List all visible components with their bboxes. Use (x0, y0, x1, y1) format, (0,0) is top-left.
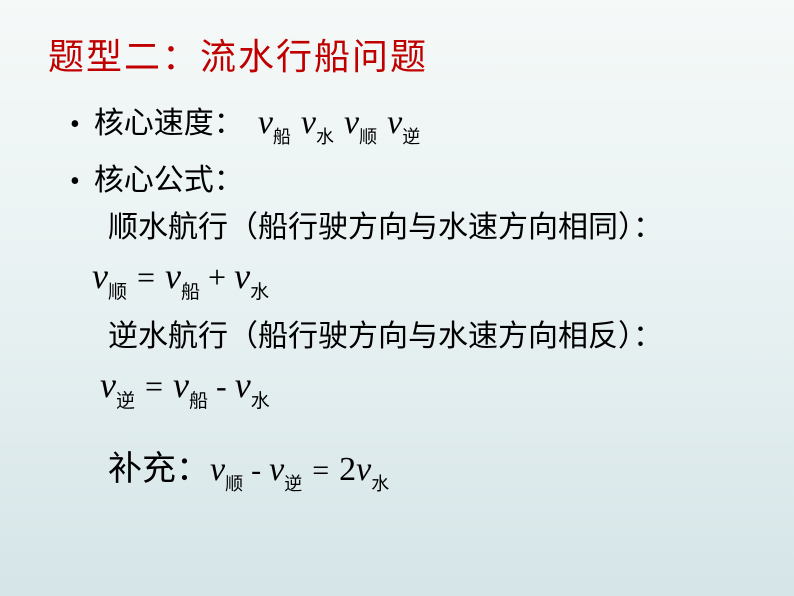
var-v-up: v逆 (387, 104, 420, 147)
plus-sign: + (208, 259, 226, 295)
supplement-label: 补充： (108, 441, 210, 490)
downstream-formula: v顺 = v船 + v水 (40, 255, 754, 302)
var-v-down: v顺 (344, 104, 377, 147)
var-v-water: v水 (234, 256, 269, 296)
core-formula-label: 核心公式： (94, 155, 244, 199)
var-v-boat: v船 (165, 256, 200, 296)
var-v-up: v逆 (100, 365, 135, 405)
var-v-water: v水 (356, 451, 389, 488)
bullet-dot: • (70, 111, 80, 139)
var-v-boat: v船 (258, 104, 291, 147)
var-v-down: v顺 (92, 256, 127, 296)
upstream-formula: v逆 = v船 - v水 (40, 364, 754, 411)
slide-title: 题型二：流水行船问题 (40, 28, 754, 80)
core-speeds-label: 核心速度： (94, 98, 244, 142)
supplement-formula: v顺 - v逆 = 2v水 (210, 451, 389, 494)
bullet-core-speeds: • 核心速度： v船 v水 v顺 v逆 (40, 98, 754, 147)
equals-sign: = (145, 368, 163, 404)
downstream-description: 顺水航行（船行驶方向与水速方向相同）： (40, 207, 754, 249)
supplement-row: 补充： v顺 - v逆 = 2v水 (40, 441, 754, 494)
number-two: 2 (339, 451, 356, 488)
var-v-up: v逆 (269, 451, 302, 488)
minus-sign: - (216, 368, 227, 404)
bullet-dot: • (70, 168, 80, 196)
var-v-water: v水 (301, 104, 334, 147)
core-speeds-vars: v船 v水 v顺 v逆 (258, 104, 420, 147)
equals-sign: = (312, 454, 329, 487)
var-v-boat: v船 (173, 365, 208, 405)
var-v-down: v顺 (210, 451, 243, 488)
bullet-core-formula: • 核心公式： (40, 155, 754, 199)
equals-sign: = (137, 259, 155, 295)
upstream-description: 逆水航行（船行驶方向与水速方向相反）： (40, 316, 754, 358)
var-v-water: v水 (235, 365, 270, 405)
minus-sign: - (251, 454, 261, 487)
